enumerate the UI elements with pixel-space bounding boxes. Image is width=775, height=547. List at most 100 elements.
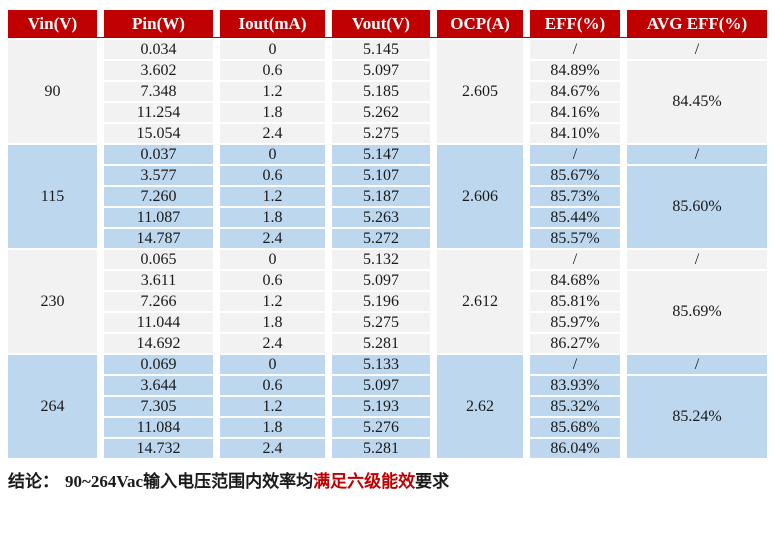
iout-cell: 1.2 — [220, 187, 325, 208]
eff-cell: 85.81% — [530, 292, 620, 313]
table-row: 264 0.069 0 5.133 2.62 / / — [8, 355, 767, 460]
vout-cell: 5.272 — [332, 229, 430, 250]
pin-cell: 3.611 — [104, 271, 213, 292]
col-header-vout: Vout(V) — [332, 10, 430, 37]
pin-cell: 0.037 — [104, 145, 213, 166]
conclusion-highlight: 满足六级能效 — [313, 472, 416, 491]
eff-cell: 85.67% — [530, 166, 620, 187]
col-header-pin: Pin(W) — [104, 10, 213, 37]
vin-cell: 264 — [8, 355, 97, 460]
iout-cell: 1.2 — [220, 292, 325, 313]
iout-cell: 1.8 — [220, 103, 325, 124]
vout-cell: 5.133 — [332, 355, 430, 376]
ocp-cell: 2.612 — [437, 250, 523, 355]
pin-cell: 14.732 — [104, 439, 213, 460]
avg-eff-cell: 85.69% — [627, 271, 767, 355]
ocp-cell: 2.62 — [437, 355, 523, 460]
vout-cell: 5.097 — [332, 376, 430, 397]
col-header-ocp: OCP(A) — [437, 10, 523, 37]
iout-cell: 0.6 — [220, 61, 325, 82]
table-row: 3.644 0.6 5.097 83.93% 85.24% — [8, 376, 767, 460]
col-header-avg-eff: AVG EFF(%) — [627, 10, 767, 37]
table-row: 11.087 1.8 5.263 85.44% — [8, 208, 767, 229]
avg-eff-slash-cell: / — [627, 40, 767, 61]
pin-cell: 11.044 — [104, 313, 213, 334]
table-row: 7.260 1.2 5.187 85.73% — [8, 187, 767, 208]
table-row: 115 0.037 0 5.147 2.606 / / — [8, 145, 767, 250]
pin-cell: 11.087 — [104, 208, 213, 229]
avg-eff-slash-cell: / — [627, 355, 767, 376]
vout-cell: 5.185 — [332, 82, 430, 103]
iout-cell: 1.8 — [220, 208, 325, 229]
pin-cell: 0.034 — [104, 40, 213, 61]
iout-cell: 2.4 — [220, 124, 325, 145]
pin-cell: 3.644 — [104, 376, 213, 397]
conclusion-line: 结论： 90~264Vac输入电压范围内效率均满足六级能效要求 — [8, 467, 775, 492]
pin-cell: 0.069 — [104, 355, 213, 376]
pin-cell: 7.348 — [104, 82, 213, 103]
eff-cell: 84.16% — [530, 103, 620, 124]
eff-cell: 83.93% — [530, 376, 620, 397]
avg-eff-slash-cell: / — [627, 250, 767, 271]
eff-cell: 85.68% — [530, 418, 620, 439]
table-row: 3.611 0.6 5.097 84.68% 85.69% — [8, 271, 767, 355]
vout-cell: 5.107 — [332, 166, 430, 187]
eff-cell: 84.67% — [530, 82, 620, 103]
table-row: 14.692 2.4 5.281 86.27% — [8, 334, 767, 355]
pin-cell: 15.054 — [104, 124, 213, 145]
table-row: 11.044 1.8 5.275 85.97% — [8, 313, 767, 334]
eff-cell: 84.10% — [530, 124, 620, 145]
table-row: 7.305 1.2 5.193 85.32% — [8, 397, 767, 418]
table-row: 11.254 1.8 5.262 84.16% — [8, 103, 767, 124]
vout-cell: 5.187 — [332, 187, 430, 208]
eff-cell: 85.44% — [530, 208, 620, 229]
vout-cell: 5.281 — [332, 334, 430, 355]
eff-cell: / — [530, 355, 620, 376]
table-row: 15.054 2.4 5.275 84.10% — [8, 124, 767, 145]
vin-cell: 115 — [8, 145, 97, 250]
vout-cell: 5.097 — [332, 271, 430, 292]
iout-cell: 1.2 — [220, 397, 325, 418]
pin-cell: 7.266 — [104, 292, 213, 313]
pin-cell: 7.260 — [104, 187, 213, 208]
iout-cell: 0.6 — [220, 376, 325, 397]
eff-cell: / — [530, 145, 620, 166]
avg-eff-slash-cell: / — [627, 145, 767, 166]
pin-cell: 3.602 — [104, 61, 213, 82]
table-row: 7.266 1.2 5.196 85.81% — [8, 292, 767, 313]
table-row: 3.602 0.6 5.097 84.89% 84.45% — [8, 61, 767, 145]
table-row: 11.084 1.8 5.276 85.68% — [8, 418, 767, 439]
iout-cell: 0.6 — [220, 271, 325, 292]
iout-cell: 1.8 — [220, 418, 325, 439]
iout-cell: 0 — [220, 40, 325, 61]
conclusion-label: 结论： — [8, 472, 59, 491]
vout-cell: 5.193 — [332, 397, 430, 418]
vout-cell: 5.145 — [332, 40, 430, 61]
table-row: 230 0.065 0 5.132 2.612 / / — [8, 250, 767, 355]
vout-cell: 5.281 — [332, 439, 430, 460]
iout-cell: 1.2 — [220, 82, 325, 103]
ocp-cell: 2.605 — [437, 40, 523, 145]
table-row: 90 0.034 0 5.145 2.605 / / — [8, 40, 767, 145]
pin-cell: 11.084 — [104, 418, 213, 439]
header-underline — [8, 37, 767, 40]
conclusion-text-after: 要求 — [415, 472, 450, 491]
iout-cell: 0 — [220, 250, 325, 271]
pin-cell: 14.787 — [104, 229, 213, 250]
header-row: Vin(V) Pin(W) Iout(mA) Vout(V) OCP(A) EF… — [8, 10, 767, 37]
iout-cell: 2.4 — [220, 229, 325, 250]
col-header-eff: EFF(%) — [530, 10, 620, 37]
col-header-iout: Iout(mA) — [220, 10, 325, 37]
pin-cell: 11.254 — [104, 103, 213, 124]
iout-cell: 2.4 — [220, 439, 325, 460]
vout-cell: 5.276 — [332, 418, 430, 439]
iout-cell: 2.4 — [220, 334, 325, 355]
table-row: 7.348 1.2 5.185 84.67% — [8, 82, 767, 103]
iout-cell: 0 — [220, 355, 325, 376]
vout-cell: 5.196 — [332, 292, 430, 313]
vin-cell: 230 — [8, 250, 97, 355]
eff-cell: / — [530, 40, 620, 61]
table-row: 14.732 2.4 5.281 86.04% — [8, 439, 767, 460]
conclusion-text-before: 90~264Vac输入电压范围内效率均 — [65, 472, 314, 491]
vout-cell: 5.275 — [332, 313, 430, 334]
